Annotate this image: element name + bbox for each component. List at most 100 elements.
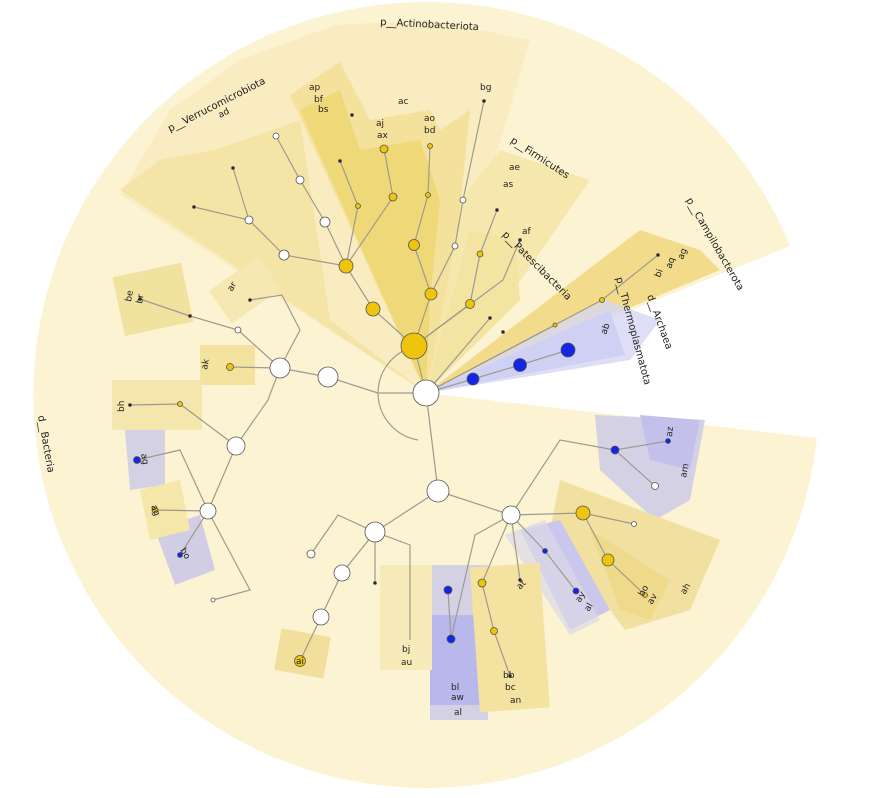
nodes [128,99,671,678]
leaf-label: av [646,592,660,607]
node-white [364,521,386,543]
ar-band [208,256,282,324]
node-white [234,326,242,334]
leaf-dot [488,316,492,320]
node-yellow [151,506,159,514]
leaf-label: ag [676,247,689,261]
leaf-label: as [503,180,514,190]
leaf-dot [501,330,505,334]
node-yellow [425,192,431,198]
ag-left-band [125,430,165,490]
leaf-label: ag [148,504,161,518]
node-blue [665,438,671,444]
leaf-dot [138,297,142,301]
node-yellow [477,578,487,588]
node-blue [446,634,456,644]
node-blue [572,587,580,595]
node-white [426,479,450,503]
node-white [312,608,330,626]
node-white [651,482,659,490]
leaf-dot [338,159,342,163]
node-yellow [338,258,354,274]
actinobacteriota-label: p__Actinobacteriota [380,17,479,33]
leaf-label: ay [574,590,588,605]
au-bj-column [380,565,432,670]
leaf-dot [128,403,132,407]
patescibacteria-wedge [426,230,520,393]
node-yellow [355,203,361,209]
leaf-dot [192,205,196,209]
node-white [306,549,316,559]
leaf-dot [482,99,486,103]
ay-outer-band [505,520,600,635]
leaf-dot [373,581,377,585]
shading-layer [33,2,818,789]
node-white [333,564,351,582]
leaf-dot [518,238,522,242]
leaf-label: al [583,602,596,614]
bacteria-hub-node [400,332,428,360]
leaf-label: aq [664,256,677,270]
leaf-dot [231,166,235,170]
node-blue [560,342,576,358]
node-yellow [427,143,433,149]
leaf-label: ax [377,131,389,141]
node-white [317,366,339,388]
leaf-label: ak [200,357,212,370]
node-yellow [177,401,183,407]
node-blue [177,552,183,558]
node-yellow [424,287,438,301]
leaf-label: ah [679,582,693,597]
node-yellow [599,297,605,303]
node-yellow [294,655,306,667]
node-white [319,216,331,228]
leaf-dot [508,674,512,678]
actino-core-band [300,90,440,393]
node-yellow [575,505,591,521]
an-bc-column [469,562,550,713]
leaf-dot [188,314,192,318]
leaf-labels: ad ap bf bs ac aj ax ao bd bg ae as af a… [117,83,693,718]
be-br-band [112,262,194,336]
leaf-dot [518,578,522,582]
leaf-dot [248,298,252,302]
leaf-label: bf [314,95,324,105]
leaf-label: ac [398,97,409,107]
node-yellow [226,363,234,371]
leaf-label: al [454,708,462,718]
node-yellow [552,322,558,328]
node-yellow [601,553,615,567]
leaf-label: aj [376,119,384,129]
leaf-label: am [679,463,691,479]
node-yellow [465,299,475,309]
node-yellow [408,239,420,251]
node-blue [542,548,548,554]
archaea-outer-wedge [426,300,660,393]
leaf-label: br [135,293,147,304]
node-yellow [642,592,648,598]
node-white [278,249,290,261]
node-blue [610,445,620,455]
node-yellow [490,627,498,635]
node-white [272,132,280,140]
leaf-label: bd [424,126,435,136]
node-blue [513,358,527,372]
leaf-label: af [522,227,532,237]
leaf-label: bh [117,401,127,412]
root-node [412,379,440,407]
node-blue [133,456,141,464]
leaf-label: bj [402,645,410,655]
leaf-label: ao [424,114,436,124]
node-white [459,196,467,204]
node-yellow [388,192,398,202]
node-white [244,215,254,225]
leaf-label: be [124,289,136,302]
av-band [590,530,670,620]
node-white [295,175,305,185]
leaf-label: ab [599,322,612,336]
leaf-label: ai [296,657,304,667]
leaf-dot [495,208,499,212]
node-white [451,242,459,250]
node-white [226,436,246,456]
